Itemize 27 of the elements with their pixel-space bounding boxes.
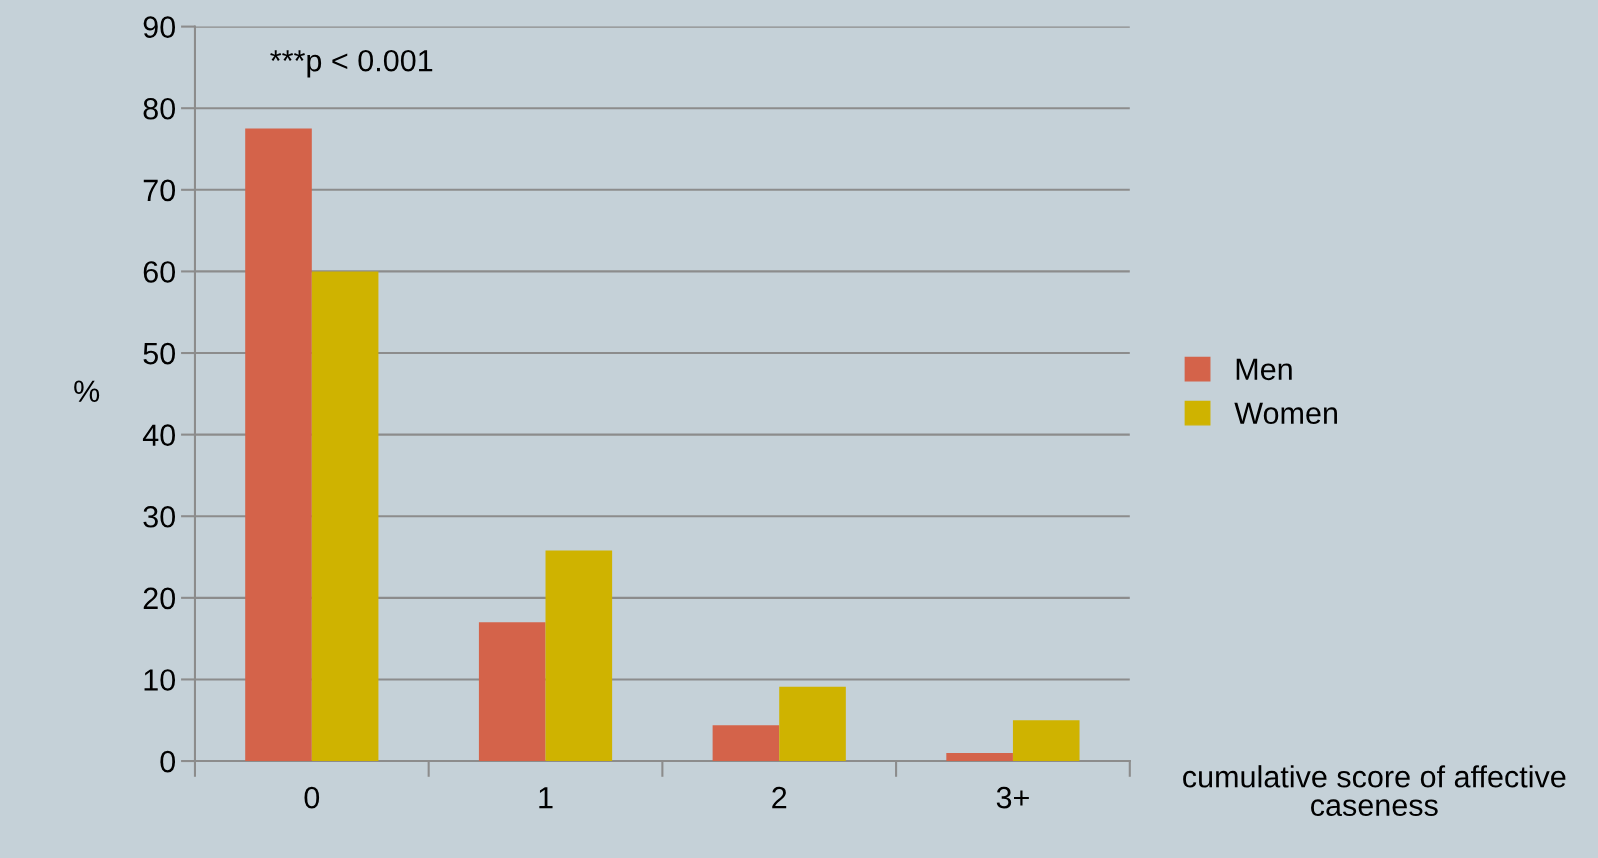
legend-label: Women [1234, 402, 1337, 425]
y-tick-label: 50 [143, 342, 176, 365]
x-tick-label: 2 [772, 786, 787, 809]
y-tick-label: 60 [143, 261, 176, 283]
y-tick-label: 90 [143, 16, 176, 38]
bar [946, 752, 1013, 762]
y-tick-label: 80 [143, 97, 176, 120]
x-tick-label: 0 [304, 786, 320, 809]
annotation: ***p < 0.001 [270, 49, 433, 78]
bar [1012, 720, 1080, 762]
y-tick-label: 10 [144, 669, 176, 691]
y-axis-title: % [74, 380, 100, 402]
bar [478, 622, 546, 762]
x-tick-label: 1 [539, 787, 553, 809]
y-tick-label: 40 [142, 424, 176, 446]
bar [545, 550, 613, 762]
y-tick-label: 70 [143, 179, 176, 202]
x-tick-label: 3+ [996, 786, 1029, 809]
bar [712, 725, 780, 762]
y-tick-label: 20 [143, 587, 176, 610]
x-axis-title: cumulative score of affective caseness [1183, 765, 1566, 817]
y-tick-label: 30 [143, 505, 176, 528]
bar [245, 128, 312, 762]
y-tick-label: 0 [160, 750, 176, 773]
bar [779, 686, 846, 762]
bar [311, 271, 379, 762]
legend-label: Men [1236, 358, 1292, 381]
